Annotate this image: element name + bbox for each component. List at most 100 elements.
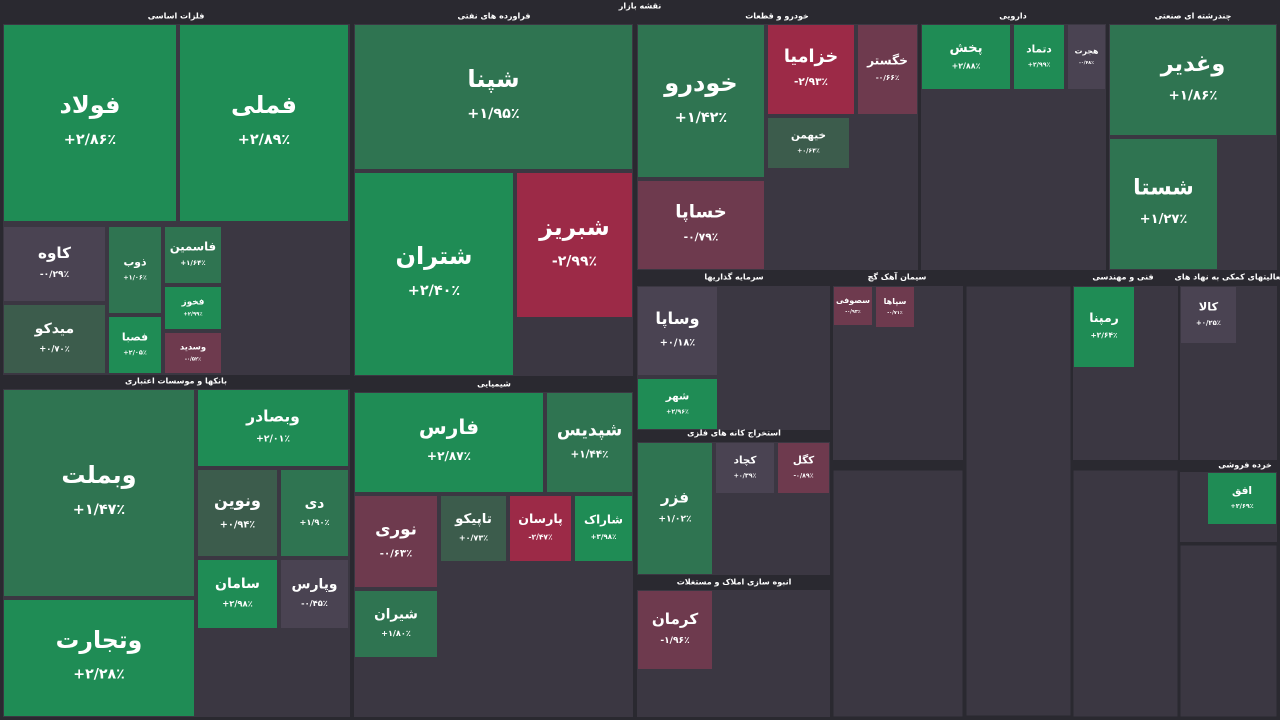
tile-value: +۲/۶۹٪	[1230, 503, 1253, 510]
tile	[281, 470, 348, 556]
tile-value: +۲/۲۸٪	[73, 667, 125, 683]
tile-value: +۲/۶۴٪	[1090, 331, 1118, 340]
tile	[4, 25, 176, 221]
tile-name: سپاها	[884, 297, 907, 306]
tile-value: -۰/۵۲٪	[185, 356, 201, 362]
tile-name: هجرت	[1075, 47, 1099, 56]
tile-value: +۰/۶۴٪	[797, 147, 820, 154]
tile-name: وبصادر	[245, 408, 300, 426]
tile-name: نوری	[375, 519, 417, 540]
tile	[441, 496, 506, 561]
tile-value: -۰/۹۳٪	[845, 309, 861, 315]
tile-value: +۱/۰۶٪	[123, 274, 147, 282]
tile-value: +۲/۹۸٪	[222, 598, 253, 608]
tile-name: شستا	[1133, 176, 1194, 201]
tile-name: پارسان	[518, 511, 563, 526]
tile-name: شپنا	[467, 65, 519, 93]
background-area	[1072, 469, 1179, 718]
tile	[355, 591, 437, 657]
sector-title: بانکها و موسسات اعتباری	[125, 377, 227, 386]
sector-title: فنی و مهندسی	[1092, 273, 1153, 282]
tile-name: کرمان	[652, 610, 699, 628]
tile	[922, 25, 1010, 89]
tile-value: +۲/۰۱٪	[256, 433, 290, 444]
tile-value: +۲/۹۹٪	[1028, 61, 1051, 68]
tile	[355, 173, 513, 375]
tile	[638, 591, 712, 669]
tile-name: فملی	[231, 91, 297, 119]
tile	[109, 227, 161, 313]
tile-value: +۲/۸۸٪	[952, 62, 981, 71]
tile	[1074, 287, 1134, 367]
tile-name: خزامیا	[784, 47, 838, 67]
tile	[1014, 25, 1064, 89]
tile-name: شبریز	[538, 213, 609, 241]
tile	[180, 25, 348, 221]
tile-name: پخش	[949, 41, 982, 56]
sector-title: خرده فروشی	[1218, 461, 1272, 470]
tile-value: +۲/۹۶٪	[666, 408, 689, 415]
tile	[547, 393, 632, 492]
sector-title: فعالیتهای کمکی به نهاد های	[1175, 273, 1280, 282]
tile-name: وپارس	[292, 576, 338, 592]
tile	[638, 25, 764, 177]
tile	[768, 25, 854, 114]
tile	[1181, 287, 1236, 343]
tile-name: خودرو	[663, 69, 737, 97]
tile	[1208, 473, 1276, 524]
tile-name: دتماد	[1026, 44, 1051, 56]
tile-name: شتران	[395, 242, 472, 270]
tile	[165, 287, 221, 329]
tile-value: -۲/۹۳٪	[794, 76, 828, 88]
tile-name: فصبا	[122, 330, 148, 343]
tile-value: -۰/۶۶٪	[876, 73, 900, 82]
tile-value: -۰/۴۵٪	[301, 598, 328, 608]
chart-title: نقشه بازار	[618, 2, 662, 11]
tile	[778, 443, 829, 493]
tile-name: فاسمین	[170, 239, 216, 254]
tile-name: شپدیس	[557, 420, 622, 440]
tile	[165, 333, 221, 373]
tile	[834, 287, 872, 325]
tile-name: خیهمن	[791, 130, 826, 142]
tile	[198, 390, 348, 466]
tile-name: فزر	[660, 488, 689, 506]
tile-value: -۰/۲۹٪	[40, 270, 69, 280]
tile-name: شیران	[374, 606, 418, 622]
tile	[575, 496, 632, 561]
tile-name: شهر	[665, 391, 690, 403]
tile	[1110, 25, 1276, 135]
tile-name: وسدید	[180, 342, 206, 353]
tile-value: +۱/۴۲٪	[675, 110, 727, 126]
tile-name: دی	[305, 495, 325, 511]
tile-name: سصوفی	[836, 296, 870, 305]
tile	[198, 470, 277, 556]
tile	[716, 443, 774, 493]
background-area	[832, 469, 964, 718]
sector-title: دارویی	[999, 12, 1027, 21]
tile	[4, 390, 194, 596]
tile-name: فخوز	[181, 297, 205, 307]
tile-name: خساپا	[675, 201, 727, 222]
tile-value: +۲/۸۶٪	[64, 132, 116, 148]
tile-value: +۱/۸۰٪	[381, 628, 411, 638]
tile	[638, 379, 717, 429]
tile	[517, 173, 632, 317]
tile	[4, 305, 105, 373]
tile	[1110, 139, 1217, 269]
tile-value: +۱/۹۵٪	[467, 106, 519, 122]
tile-name: خگستر	[866, 52, 908, 67]
tile-name: وساپا	[655, 309, 699, 329]
sector-title: سرمایه گذاریها	[704, 272, 763, 282]
sector-title: فلزات اساسی	[148, 12, 205, 21]
sector-title: شیمیایی	[477, 380, 511, 389]
tile-name: میدکو	[34, 321, 74, 337]
tile	[198, 560, 277, 628]
tile-name: سامان	[215, 576, 260, 592]
tile	[165, 227, 221, 283]
tile-value: +۰/۲۵٪	[1196, 319, 1221, 327]
tile	[876, 287, 914, 327]
tile-name: کالا	[1199, 300, 1219, 314]
